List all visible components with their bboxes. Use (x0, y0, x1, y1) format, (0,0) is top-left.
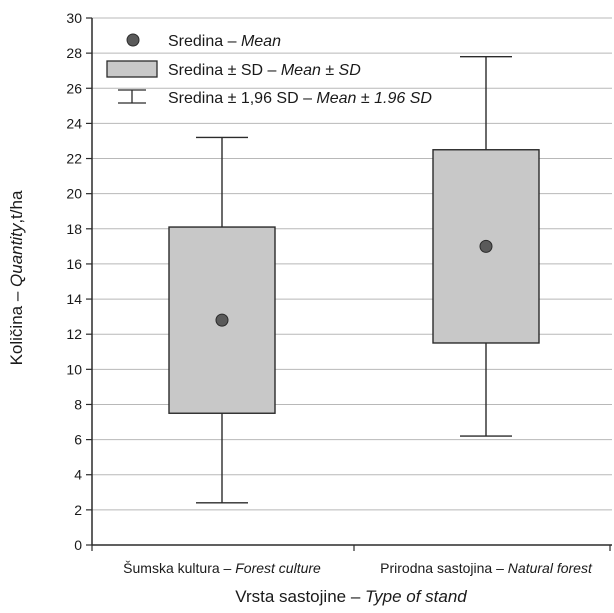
y-tick-label: 28 (66, 45, 82, 61)
y-tick-label: 8 (74, 396, 82, 412)
y-tick-label: 16 (66, 256, 82, 272)
x-axis-label: Vrsta sastojine – Type of stand (235, 587, 467, 606)
mean-point (215, 313, 229, 327)
x-tick-label: Prirodna sastojina – Natural forest (380, 560, 593, 576)
y-tick-label: 0 (74, 537, 82, 553)
y-tick-label: 10 (66, 361, 82, 377)
legend-label: Sredina – Mean (168, 33, 281, 50)
y-tick-label: 26 (66, 80, 82, 96)
y-tick-label: 22 (66, 151, 82, 167)
x-tick-label: Šumska kultura – Forest culture (123, 560, 321, 576)
y-tick-label: 4 (74, 467, 82, 483)
plot-series (168, 55, 540, 504)
y-tick-label: 12 (66, 326, 82, 342)
y-tick-label: 2 (74, 502, 82, 518)
legend: Sredina – Mean Sredina ± SD – Mean ± SD Sr… (106, 33, 432, 107)
y-tick-label: 14 (66, 291, 82, 307)
legend-label: Sredina ± 1,96 SD – Mean ± 1.96 SD (168, 90, 432, 107)
y-tick-label: 20 (66, 186, 82, 202)
y-tick-label: 30 (66, 10, 82, 26)
mean-point (479, 239, 493, 253)
legend-mean-marker (126, 33, 140, 47)
sd-box (432, 149, 540, 344)
y-tick-label: 18 (66, 221, 82, 237)
y-tick-label: 6 (74, 432, 82, 448)
y-tick-label: 24 (66, 115, 82, 131)
y-axis-label: Količina – Quantity,t/ha (7, 190, 26, 365)
legend-label: Sredina ± SD – Mean ± SD (168, 62, 361, 79)
legend-box-marker (106, 60, 158, 78)
